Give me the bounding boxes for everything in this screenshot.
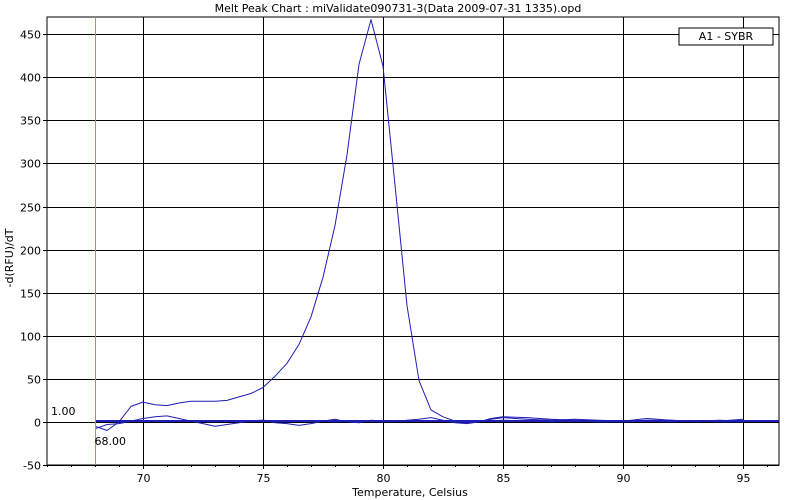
x-tick-label: 85 [497,472,511,485]
y-tick-label: 450 [20,29,41,42]
y-tick-label: 350 [20,115,41,128]
x-axis-title: Temperature, Celsius [351,486,468,499]
x-tick-label: 90 [617,472,631,485]
overlays: 1.00 68.00 [51,17,779,465]
y-tick-label: 300 [20,158,41,171]
chart-title: Melt Peak Chart : miValidate090731-3(Dat… [215,2,582,15]
axes [43,16,780,469]
threshold-label: 1.00 [51,405,76,418]
x-tick-label: 80 [377,472,391,485]
grid-lines [47,17,779,466]
y-axis-title: -d(RFU)/dT [3,228,16,287]
series-lines [94,19,744,431]
x-tick-label: 95 [737,472,751,485]
y-tick-label: -50 [23,460,41,473]
y-tick-label: 150 [20,288,41,301]
tick-labels: -50 0 50 100 150 200 250 300 350 400 450 70 75 80 85 90… [20,29,751,486]
y-tick-label: 100 [20,331,41,344]
x-tick-label: 75 [257,472,271,485]
plot-frame [46,16,780,466]
x-tick-label: 70 [137,472,151,485]
y-tick-label: 50 [27,374,41,387]
series-line-2 [94,415,744,430]
y-tick-label: 200 [20,245,41,258]
legend-box [678,27,774,46]
y-tick-label: 400 [20,72,41,85]
y-tick-label: 250 [20,202,41,215]
y-tick-label: 0 [34,417,41,430]
series-line-1 [94,19,744,431]
temperature-marker-label: 68.00 [95,435,127,448]
legend: A1 - SYBR [678,27,774,46]
legend-entry: A1 - SYBR [699,30,754,43]
